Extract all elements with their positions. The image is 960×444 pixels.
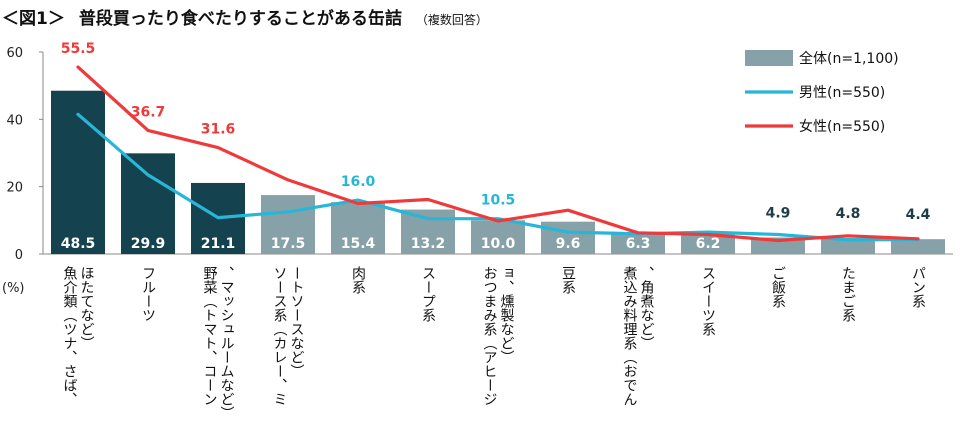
category-label-3: 野菜（トマト、コーン 、マッシュルームなど）	[202, 266, 235, 420]
category-label-1: 魚介類（ツナ、さば、 ほたてなど）	[62, 266, 95, 406]
chart-header: ＜図1＞ 普段買ったり食べたりすることがある缶詰 （複数回答）	[2, 4, 488, 30]
data-label-3: 21.1	[201, 236, 236, 252]
category-label-12: たまご系	[840, 266, 856, 322]
data-label-11: 4.9	[766, 206, 791, 222]
data-label-8: 9.6	[556, 236, 581, 252]
data-label-17: 16.0	[341, 174, 376, 190]
category-label-text: 肉系	[350, 266, 366, 294]
data-label-5: 15.4	[341, 236, 376, 252]
male-line	[76, 112, 920, 242]
bar-12	[821, 237, 875, 254]
data-label-15: 36.7	[131, 104, 166, 120]
category-label-text: ほたてなど）	[79, 266, 95, 350]
legend-label: 全体(n=1,100)	[799, 50, 899, 67]
data-label-13: 4.4	[906, 207, 931, 223]
data-label-1: 48.5	[61, 236, 96, 252]
data-label-10: 6.2	[696, 236, 721, 252]
category-label-13: パン系	[910, 266, 926, 308]
legend-swatch	[745, 50, 793, 66]
bar-11	[751, 237, 805, 254]
category-label-text: 煮込み料理系（おでん	[622, 266, 638, 406]
bar-4	[261, 195, 315, 254]
category-label-9: 煮込み料理系（おでん 、角煮など）	[622, 266, 655, 406]
female-line	[76, 65, 920, 243]
bar-7	[471, 220, 525, 254]
category-label-text: ートソースなど）	[289, 266, 305, 378]
figure-label: ＜図1＞	[2, 9, 65, 29]
category-label-text: 、角煮など）	[639, 266, 655, 350]
category-label-text: 魚介類（ツナ、さば、	[62, 266, 78, 406]
bar-2	[121, 153, 175, 254]
bar-13	[891, 239, 945, 254]
y-tick-label: 0	[15, 248, 23, 263]
category-label-7: おつまみ系（アヒージ ョ、燻製など）	[482, 266, 515, 406]
category-label-8: 豆系	[560, 266, 576, 294]
category-label-text: ご飯系	[770, 266, 786, 308]
category-label-2: フルーツ	[140, 266, 156, 322]
legend-label: 女性(n=550)	[799, 118, 885, 135]
data-label-18: 10.5	[481, 193, 516, 209]
bar-10	[681, 233, 735, 254]
category-label-text: スープ系	[420, 266, 436, 322]
category-label-11: ご飯系	[770, 266, 786, 308]
category-label-text: パン系	[910, 266, 926, 308]
y-tick-label: 40	[6, 113, 23, 128]
category-label-text: ソース系（カレー、ミ	[272, 266, 288, 406]
chart-note: （複数回答）	[415, 13, 488, 27]
bar-5	[331, 202, 385, 254]
data-label-9: 6.3	[626, 236, 651, 252]
bar-6	[401, 209, 455, 254]
y-axis-label: (%)	[2, 281, 25, 296]
data-label-12: 4.8	[836, 206, 861, 222]
category-label-text: おつまみ系（アヒージ	[482, 266, 498, 406]
data-label-4: 17.5	[271, 236, 306, 252]
category-label-text: スイーツ系	[700, 266, 716, 336]
legend-label: 男性(n=550)	[799, 85, 885, 101]
category-label-text: 豆系	[560, 266, 576, 294]
category-label-6: スープ系	[420, 266, 436, 322]
bar-1	[51, 90, 105, 254]
data-label-7: 10.0	[481, 236, 516, 252]
category-label-text: ョ、燻製など）	[499, 266, 515, 364]
category-label-text: 、マッシュルームなど）	[219, 266, 235, 420]
legend: 全体(n=1,100) 男性(n=550) 女性(n=550)	[745, 50, 899, 135]
category-label-text: たまご系	[840, 266, 856, 322]
category-label-text: フルーツ	[140, 266, 156, 322]
data-label-16: 31.6	[201, 122, 236, 138]
data-label-2: 29.9	[131, 236, 166, 252]
bar-9	[611, 232, 665, 254]
category-label-10: スイーツ系	[700, 266, 716, 336]
category-label-text: 野菜（トマト、コーン	[202, 266, 218, 406]
chart-title: 普段買ったり食べたりすることがある缶詰	[78, 9, 402, 29]
data-label-14: 55.5	[61, 41, 96, 57]
y-tick-label: 20	[6, 181, 23, 196]
y-tick-label: 60	[6, 46, 23, 61]
category-label-5: 肉系	[350, 266, 366, 294]
data-label-6: 13.2	[411, 236, 446, 252]
category-label-4: ソース系（カレー、ミ ートソースなど）	[272, 266, 305, 406]
